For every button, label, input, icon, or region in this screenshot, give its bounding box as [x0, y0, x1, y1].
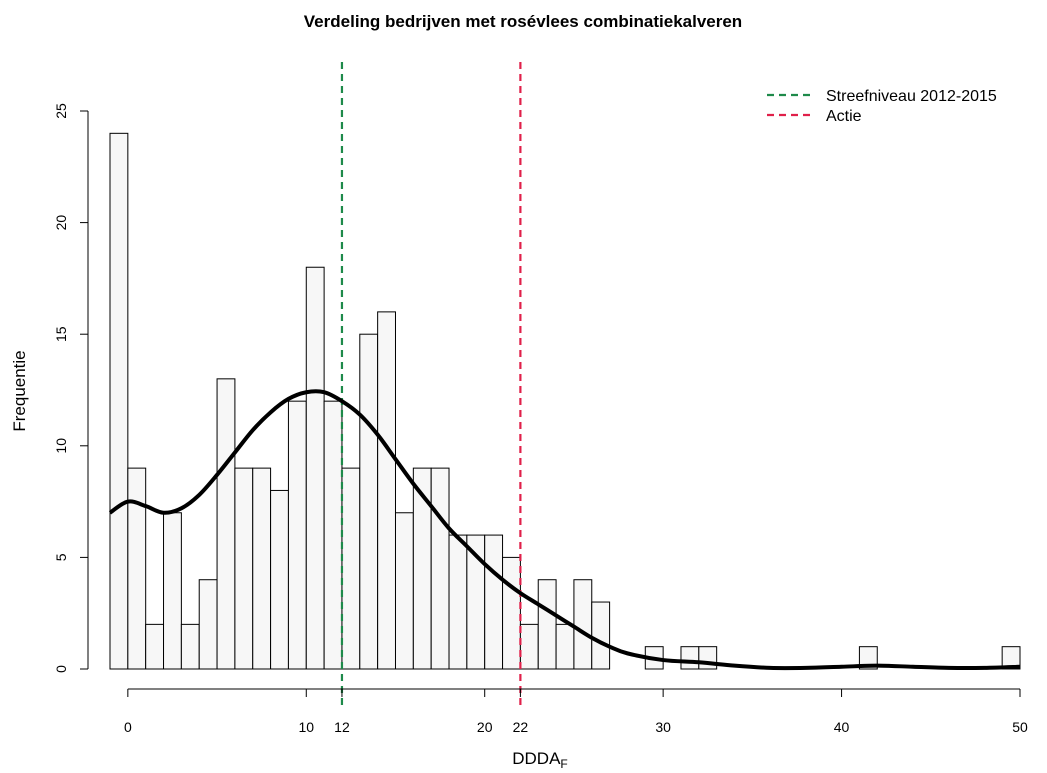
histogram-bar [502, 556, 521, 670]
histogram-bar [341, 467, 361, 670]
histogram-bar [252, 467, 272, 670]
y-tick-label: 0 [53, 665, 69, 673]
histogram-bar [484, 534, 504, 670]
y-tick-label: 15 [53, 326, 69, 342]
histogram-bar [323, 400, 343, 670]
legend-label: Streefniveau 2012-2015 [826, 88, 997, 105]
histogram-bar [680, 646, 700, 670]
histogram-bar [537, 579, 557, 670]
x-tick-label: 50 [1012, 719, 1028, 735]
histogram-bar [519, 623, 539, 670]
histogram-bar [377, 311, 396, 670]
histogram-bar [270, 489, 289, 670]
histogram-bar [359, 333, 379, 670]
x-tick-label: 20 [477, 719, 493, 735]
histogram-bar [163, 512, 182, 670]
density-curve [108, 389, 1021, 671]
histogram-bar [448, 534, 468, 670]
x-axis-label-main: DDDA [512, 749, 561, 768]
histogram-bar [145, 623, 165, 670]
histogram-bar [287, 400, 307, 670]
x-tick-label: 30 [655, 719, 671, 735]
x-axis-label: DDDAF [512, 749, 568, 771]
y-axis: 0 5 10 15 20 25 [53, 103, 89, 673]
histogram-bar [858, 646, 878, 670]
x-axis: 0 10 12 20 22 30 40 50 [124, 688, 1028, 735]
y-tick-label: 25 [53, 103, 69, 119]
histogram-bar [412, 467, 432, 670]
x-tick-label: 0 [124, 719, 132, 735]
histogram-bar [127, 467, 147, 670]
x-tick-label: 12 [334, 719, 350, 735]
chart-title: Verdeling bedrijven met rosévlees combin… [304, 12, 742, 31]
histogram-bar [555, 623, 575, 670]
y-tick-label: 10 [53, 438, 69, 454]
x-axis-label-subscript: F [560, 757, 567, 771]
histogram-bar [234, 467, 254, 670]
x-tick-label: 10 [298, 719, 314, 735]
bars-group [109, 132, 1021, 670]
histogram-bar [430, 467, 450, 670]
histogram-bar [394, 512, 414, 670]
x-tick-label: 22 [513, 719, 529, 735]
histogram-bar [216, 378, 236, 670]
x-tick-label: 40 [834, 719, 850, 735]
y-tick-label: 20 [53, 215, 69, 231]
legend-label: Actie [826, 108, 862, 125]
y-axis-label: Frequentie [10, 350, 29, 431]
y-tick-label: 5 [53, 553, 69, 561]
histogram-bar [198, 579, 218, 670]
histogram-bar [180, 623, 200, 670]
histogram-bar [573, 579, 593, 670]
histogram-bar [591, 601, 611, 670]
histogram-bar [109, 132, 129, 670]
legend: Streefniveau 2012-2015 Actie [767, 88, 997, 125]
histogram-bar [305, 266, 325, 670]
